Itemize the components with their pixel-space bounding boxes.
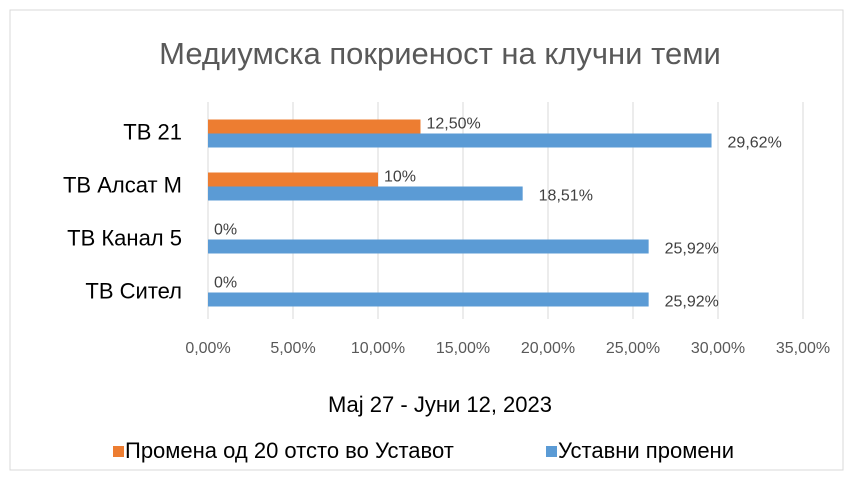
chart-title: Медиумска покриеност на клучни теми (159, 36, 721, 71)
data-label: 25,92% (665, 241, 719, 258)
x-tick-label: 35,00% (776, 340, 830, 357)
bar (208, 133, 712, 148)
x-tick-label: 30,00% (691, 340, 745, 357)
data-label: 0% (214, 275, 237, 292)
x-axis-label: Мај 27 - Јуни 12, 2023 (328, 392, 552, 417)
legend-swatch (546, 446, 557, 457)
data-label: 10% (384, 169, 416, 186)
bar (208, 119, 421, 134)
data-label: 0% (214, 222, 237, 239)
bar (208, 292, 649, 307)
data-label: 12,50% (427, 116, 481, 133)
bar (208, 239, 649, 254)
bar (208, 172, 378, 187)
y-tick-label: ТВ Сител (85, 278, 182, 303)
bar (208, 186, 523, 201)
x-tick-label: 15,00% (436, 340, 490, 357)
legend-label: Уставни промени (558, 438, 734, 463)
y-tick-label: ТВ Канал 5 (67, 225, 182, 250)
data-label: 25,92% (665, 294, 719, 311)
x-tick-label: 5,00% (270, 340, 315, 357)
data-label: 18,51% (539, 188, 593, 205)
x-tick-label: 0,00% (185, 340, 230, 357)
legend-label: Промена од 20 отсто во Уставот (125, 438, 454, 463)
x-tick-label: 25,00% (606, 340, 660, 357)
data-label: 29,62% (728, 135, 782, 152)
y-tick-label: ТВ Алсат М (63, 172, 182, 197)
legend-swatch (113, 446, 124, 457)
y-tick-label: ТВ 21 (123, 119, 182, 144)
x-tick-label: 10,00% (351, 340, 405, 357)
x-tick-label: 20,00% (521, 340, 575, 357)
